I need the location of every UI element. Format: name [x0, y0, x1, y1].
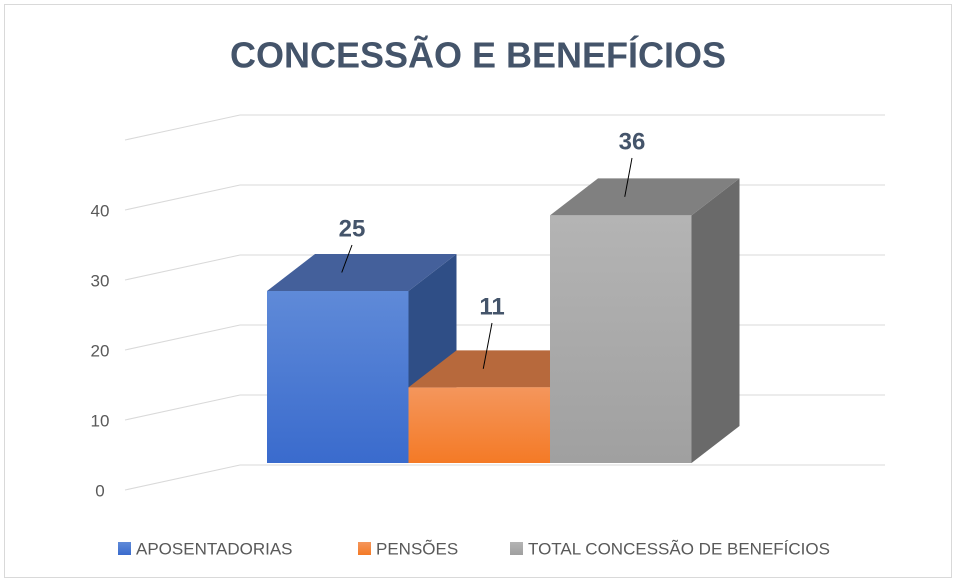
data-label: 11: [479, 293, 504, 320]
leader-line: [341, 244, 353, 273]
y-tick-label: 10: [91, 411, 110, 430]
legend-label: APOSENTADORIAS: [136, 539, 293, 558]
y-tick-label: 40: [91, 201, 110, 220]
chart-title: CONCESSÃO E BENEFÍCIOS: [230, 34, 726, 76]
grid-line: [124, 114, 885, 141]
chart-border: [4, 4, 952, 578]
data-label: 36: [619, 128, 646, 155]
legend-swatch: [510, 542, 523, 555]
bar-top: [550, 178, 740, 216]
y-tick-label: 30: [91, 271, 110, 290]
bar: [408, 387, 550, 463]
legend-swatch: [118, 542, 131, 555]
data-label: 25: [339, 215, 366, 242]
legend-swatch: [358, 542, 371, 555]
y-tick-label: 0: [95, 481, 104, 500]
y-tick-label: 20: [91, 341, 110, 360]
leader-line: [624, 157, 633, 197]
legend-label: PENSÕES: [376, 539, 458, 558]
legend-label: TOTAL CONCESSÃO DE BENEFÍCIOS: [528, 539, 830, 558]
grid-line: [124, 464, 885, 491]
bar: [267, 291, 409, 463]
bar-side: [691, 178, 740, 463]
bar: [550, 215, 692, 463]
leader-line: [482, 322, 493, 369]
bar-top: [267, 254, 457, 291]
